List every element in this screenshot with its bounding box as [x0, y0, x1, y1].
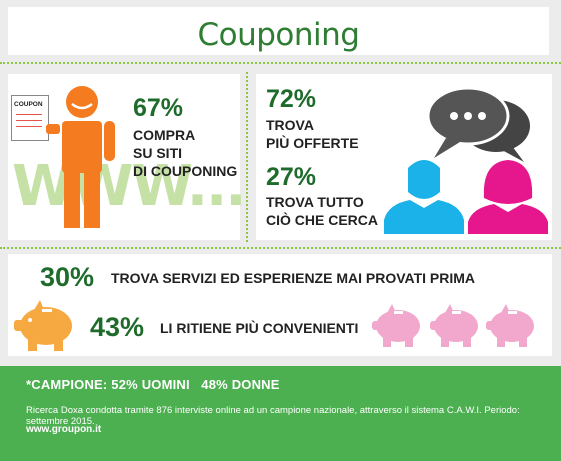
- stat2-line1: TROVA: [266, 117, 314, 133]
- speech-bubble-icon: [426, 86, 530, 162]
- stat3-line1: TROVA TUTTO: [266, 194, 364, 210]
- coupon-label: COUPON: [14, 101, 43, 108]
- man-icon: [384, 160, 464, 234]
- research-note: Ricerca Doxa condotta tramite 876 interv…: [26, 405, 520, 427]
- stat5-text: LI RITIENE PIÙ CONVENIENTI: [160, 320, 359, 336]
- stat4-text: TROVA SERVIZI ED ESPERIENZE MAI PROVATI …: [111, 270, 476, 286]
- stat2-line2: PIÙ OFFERTE: [266, 135, 359, 151]
- piggy-bank-icon: [486, 304, 534, 347]
- stat2-value: 72%: [266, 85, 317, 113]
- website-link[interactable]: www.groupon.it: [26, 424, 102, 435]
- stat5-value: 43%: [90, 312, 145, 342]
- woman-icon: [468, 160, 548, 234]
- piggy-bank-icon: [430, 304, 478, 347]
- stat1-line2: SU SITI: [133, 145, 183, 161]
- title-box: Couponing: [8, 7, 549, 55]
- stat1-line1: COMPRA: [133, 127, 196, 143]
- piggy-bank-icon: [14, 300, 72, 351]
- divider-dots: [0, 247, 561, 249]
- divider-dots: [0, 62, 561, 64]
- www-text: WWW...: [12, 154, 247, 219]
- page-title: Couponing: [197, 17, 361, 53]
- stat4-value: 30%: [40, 262, 95, 292]
- divider-dots: [246, 72, 248, 242]
- stat1-value: 67%: [133, 94, 184, 122]
- piggy-bank-icon: [372, 304, 420, 347]
- panel-savings: 30% TROVA SERVIZI ED ESPERIENZE MAI PROV…: [8, 254, 552, 356]
- stat3-value: 27%: [266, 163, 317, 191]
- sample-text: *CAMPIONE: 52% UOMINI 48% DONNE: [26, 377, 280, 392]
- stat3-line2: CIÒ CHE CERCA: [266, 212, 379, 228]
- footer-bar: [0, 366, 561, 461]
- stat1-line3: DI COUPONING: [133, 163, 238, 179]
- panel-couponing: WWW... COUPON 67% COMPRA SU SITI DI COUP…: [8, 74, 247, 240]
- person-icon: [46, 86, 115, 228]
- panel-offers: 72% TROVA PIÙ OFFERTE 27% TROVA TUTTO CI…: [256, 74, 552, 240]
- coupon-sheet: COUPON: [11, 95, 49, 141]
